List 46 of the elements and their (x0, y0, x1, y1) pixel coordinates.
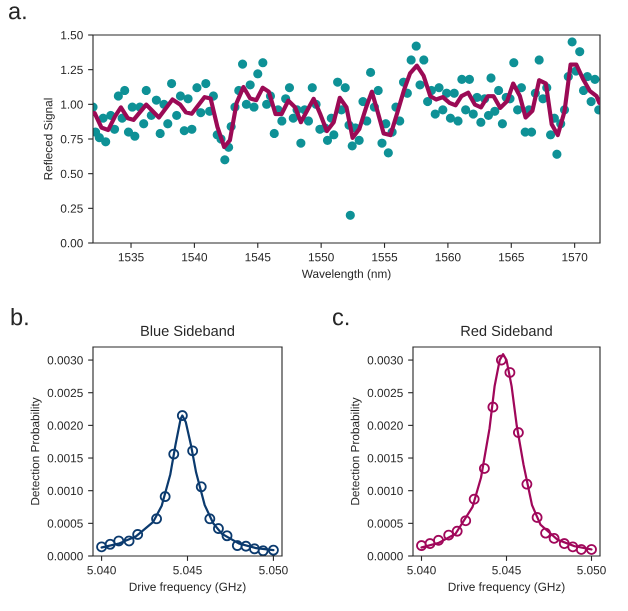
y-tick-label: 0.0030 (368, 356, 403, 364)
x-tick-label: 5.050 (259, 566, 288, 574)
x-tick-label: 1555 (372, 253, 398, 262)
x-tick-label: 1565 (499, 253, 524, 262)
y-tick-label: 0.0005 (368, 519, 403, 528)
y-tick-label: 0.0015 (48, 454, 83, 462)
x-tick-label: 5.050 (577, 566, 606, 574)
x-tick-label: 5.045 (173, 566, 202, 574)
y-tick-label: 0.0010 (48, 486, 83, 496)
x-tick-label: 5.040 (407, 566, 436, 574)
x-axis-title: Wavelength (nm) (302, 269, 390, 280)
chart-title: Red Sideband (461, 325, 552, 336)
x-tick-label: 1550 (308, 253, 334, 262)
x-tick-label: 1535 (118, 253, 144, 262)
y-tick-label: 0.0025 (368, 388, 403, 398)
y-tick-label: 0.0015 (368, 454, 403, 462)
y-tick-label: 0.0020 (368, 421, 403, 430)
y-tick-label: 0.0030 (48, 356, 83, 364)
y-tick-label: 0.0020 (48, 421, 83, 430)
y-tick-label: 1.50 (61, 31, 83, 40)
x-axis-title: Drive frequency (GHz) (448, 582, 564, 594)
y-tick-label: 0.00 (60, 239, 83, 248)
x-tick-label: 1540 (182, 253, 208, 262)
x-tick-label: 1570 (562, 253, 588, 262)
text: c. (333, 312, 348, 326)
y-tick-label: 0.25 (60, 204, 83, 213)
y-axis-title: Refleced Signal (44, 98, 55, 180)
x-tick-label: 1545 (246, 253, 270, 262)
y-axis-title: Detection Probability (350, 397, 362, 505)
x-axis-title: Drive frequency (GHz) (130, 582, 246, 594)
y-tick-label: 1.00 (61, 100, 83, 109)
y-tick-label: 0.0005 (48, 519, 83, 528)
x-tick-label: 5.045 (492, 566, 521, 574)
text: b. (12, 308, 28, 326)
y-tick-label: 0.0025 (48, 388, 83, 398)
y-tick-label: 1.25 (61, 66, 83, 74)
chart-title: Blue Sideband (141, 325, 234, 336)
y-tick-label: 0.0010 (368, 486, 403, 496)
x-tick-label: 5.040 (87, 566, 116, 574)
y-tick-label: 0.0000 (48, 552, 83, 560)
y-tick-label: 0.0000 (368, 552, 403, 560)
y-tick-label: 0.50 (60, 170, 83, 178)
text: a. (9, 6, 26, 20)
y-axis-title: Detection Probability (30, 397, 42, 505)
x-tick-label: 1560 (436, 253, 461, 262)
y-tick-label: 0.75 (60, 135, 83, 144)
